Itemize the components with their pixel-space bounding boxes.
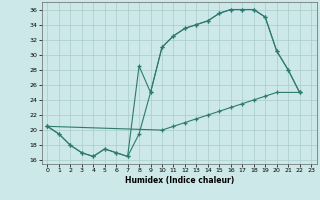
X-axis label: Humidex (Indice chaleur): Humidex (Indice chaleur) [124,176,234,185]
